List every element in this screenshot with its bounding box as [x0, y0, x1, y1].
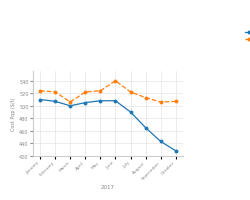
- CAT B: [174, 101, 176, 103]
- CAT A: [128, 111, 132, 114]
- Line: CAT A: CAT A: [39, 99, 176, 152]
- CAT B: [158, 101, 162, 104]
- CAT A: [158, 140, 162, 143]
- CAT B: [98, 90, 102, 92]
- Line: CAT B: CAT B: [39, 80, 176, 104]
- CAT A: [84, 102, 86, 104]
- CAT A: [38, 99, 42, 101]
- Legend: CAT A, CAT B: CAT A, CAT B: [242, 28, 250, 44]
- X-axis label: 2017: 2017: [100, 184, 114, 189]
- CAT B: [68, 101, 71, 104]
- CAT A: [54, 101, 56, 103]
- CAT B: [54, 91, 56, 94]
- CAT A: [98, 100, 102, 102]
- CAT A: [68, 105, 71, 107]
- CAT B: [114, 80, 116, 83]
- CAT B: [38, 90, 42, 92]
- CAT B: [84, 91, 86, 94]
- CAT A: [144, 127, 146, 129]
- Y-axis label: Cost Pqp ($/t): Cost Pqp ($/t): [11, 97, 16, 131]
- CAT A: [114, 100, 116, 102]
- CAT B: [144, 97, 146, 99]
- CAT A: [174, 150, 176, 152]
- CAT B: [128, 91, 132, 94]
